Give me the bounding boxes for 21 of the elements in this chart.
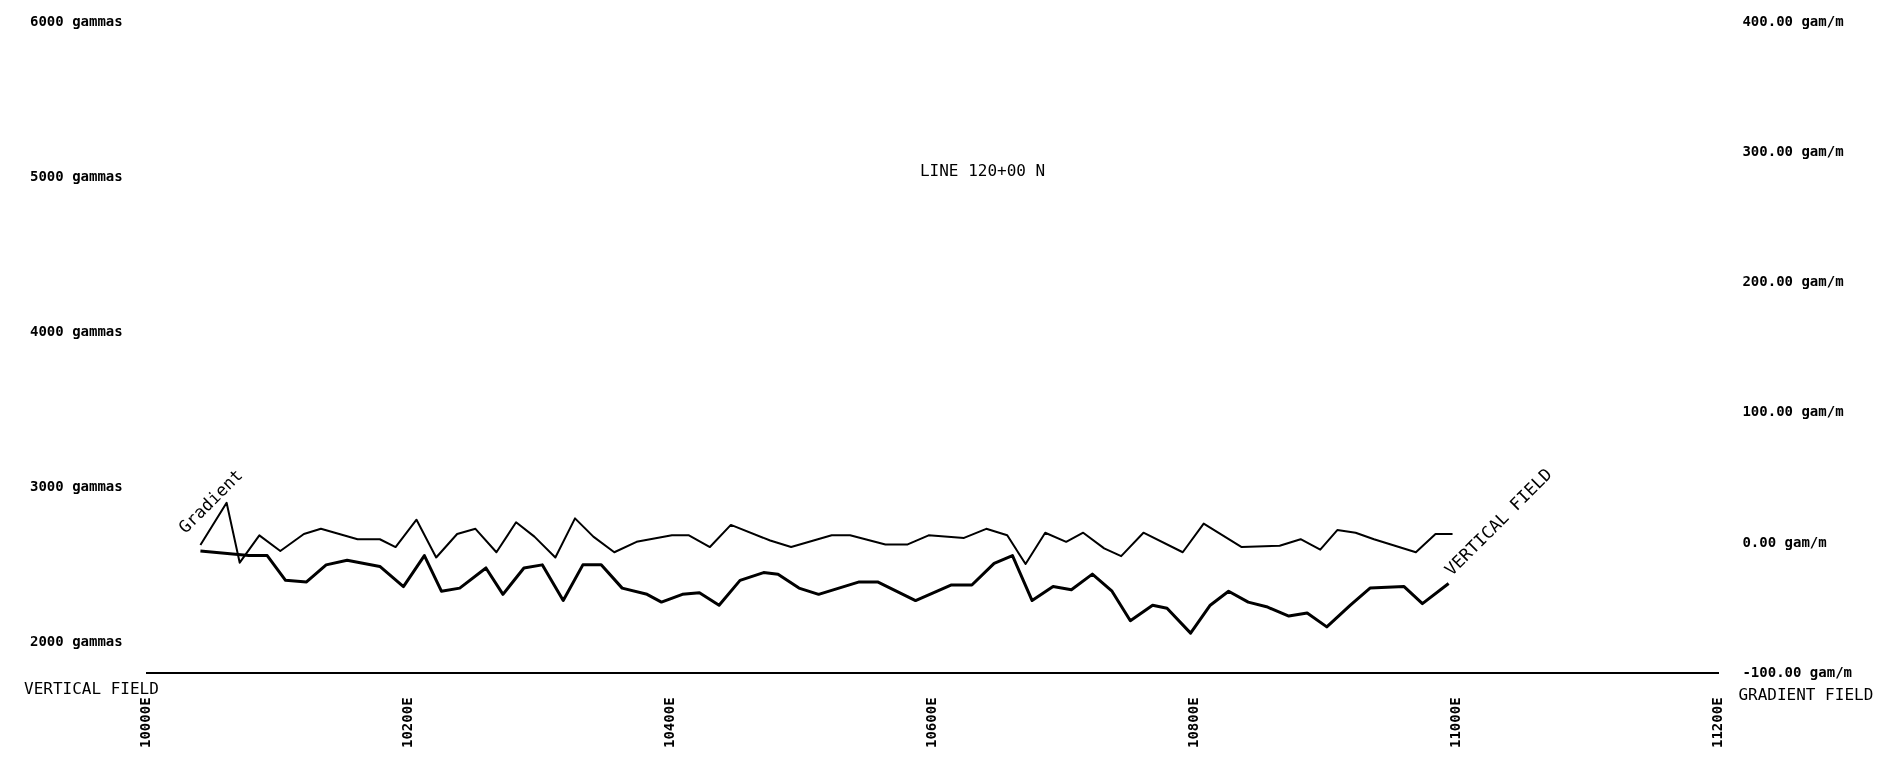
- y2-tick-label: 400.00 gam/m: [1742, 12, 1844, 29]
- y-tick-label: 6000 gammas: [30, 12, 123, 29]
- y2-axis-title: GRADIENT FIELD: [1738, 684, 1874, 704]
- x-tick-label: 11000E: [1447, 697, 1464, 749]
- x-tick-label: 10800E: [1185, 697, 1202, 749]
- x-tick-label: 10600E: [923, 697, 940, 749]
- y-tick-label: 5000 gammas: [30, 167, 123, 184]
- y2-tick-label: 100.00 gam/m: [1742, 403, 1844, 420]
- x-tick-label: 10000E: [137, 697, 154, 749]
- text: LINE 120+00 N: [919, 161, 1046, 181]
- x-tick-label: 11200E: [1709, 697, 1726, 749]
- y2-tick-label: 0.00 gam/m: [1742, 533, 1827, 550]
- y-tick-label: 4000 gammas: [30, 322, 123, 339]
- y-axis-title: VERTICAL FIELD: [24, 678, 159, 698]
- y-tick-label: 2000 gammas: [30, 633, 123, 650]
- y2-tick-label: -100.00 gam/m: [1742, 664, 1852, 681]
- y2-tick-label: 300.00 gam/m: [1742, 142, 1844, 159]
- y-tick-label: 3000 gammas: [30, 477, 123, 494]
- y2-tick-label: 200.00 gam/m: [1742, 273, 1844, 290]
- x-tick-label: 10400E: [661, 697, 678, 749]
- x-tick-label: 10200E: [399, 697, 416, 749]
